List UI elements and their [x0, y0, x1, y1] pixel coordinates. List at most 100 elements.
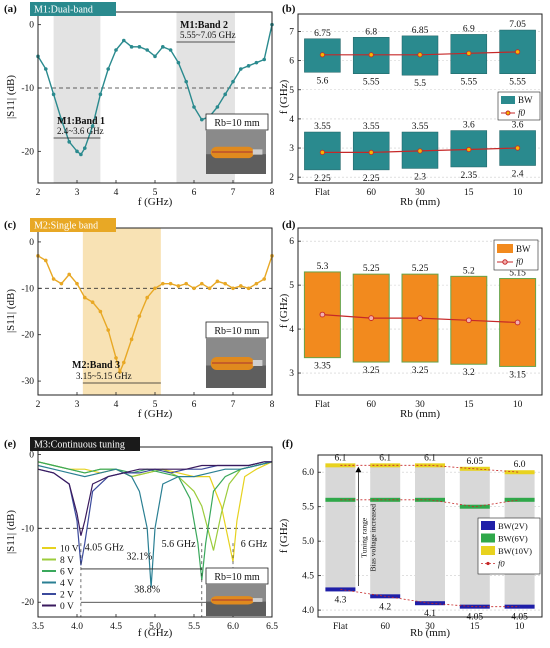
bar-upper-label: 5.25	[412, 264, 429, 274]
data-point	[67, 140, 71, 144]
data-point	[129, 337, 134, 342]
data-point	[176, 60, 181, 65]
y-tick-label: 3	[289, 144, 294, 154]
top-label: 6.1	[379, 453, 391, 463]
f0-point	[368, 315, 375, 321]
legend-label: BW	[516, 244, 531, 254]
data-point	[75, 149, 79, 154]
y-tick-label: -20	[21, 331, 34, 341]
data-point	[114, 356, 118, 360]
plot-frame	[297, 227, 543, 396]
legend-label: BW(2V)	[498, 521, 528, 531]
data-point	[192, 105, 196, 109]
range-column	[415, 465, 445, 604]
category-label: 10	[513, 188, 523, 198]
band-title: M1:Band 1	[57, 116, 105, 127]
antenna-photo	[206, 584, 266, 616]
y-tick-label: 0	[29, 238, 34, 248]
bar-lower-label: 2.3	[414, 172, 426, 182]
x-axis-label: Rb (mm)	[410, 627, 450, 639]
bar-lower-label: 3.35	[314, 362, 331, 372]
y-axis-label: |S11| (dB)	[5, 289, 17, 333]
bar-lower-label: 5.6	[316, 76, 328, 86]
x-tick-label: 6.0	[227, 622, 239, 632]
panel-badge-text: M1:Dual-band	[34, 5, 93, 16]
y-tick-label: 0	[29, 450, 34, 460]
bar-upper-label: 5.3	[316, 262, 328, 272]
antenna-connector	[252, 149, 263, 155]
data-point	[44, 258, 48, 263]
legend-label: f0	[516, 257, 524, 267]
bw-bar	[352, 37, 390, 74]
x-tick-label: 4	[114, 188, 119, 198]
bar-upper-label: 3.55	[363, 122, 380, 132]
y-tick-label: 6.0	[302, 468, 314, 478]
top-label: 6.1	[424, 453, 436, 463]
panel-badge	[30, 437, 140, 451]
y-tick-label: 7	[289, 27, 294, 37]
x-tick-label: 7	[231, 188, 236, 198]
bar-upper-label: 3.6	[463, 121, 475, 131]
bar-upper-label: 6.75	[314, 29, 331, 39]
legend-label: 2 V	[60, 591, 74, 601]
f0-point	[417, 148, 423, 154]
legend-swatch	[501, 96, 515, 104]
f0-point	[466, 146, 472, 153]
panel-label: (e)	[4, 438, 17, 450]
data-point	[51, 277, 56, 281]
peak-label: 4.05 GHz	[85, 542, 124, 553]
data-point	[98, 92, 103, 97]
category-label: 15	[464, 400, 474, 410]
legend-label: 0 V	[60, 602, 74, 612]
data-point	[153, 54, 157, 59]
f0-point	[319, 52, 325, 58]
data-point	[153, 286, 157, 291]
x-tick-label: 5.5	[188, 622, 200, 632]
data-point	[137, 45, 142, 49]
bar-lower-label: 2.25	[314, 174, 331, 184]
arrow-text: Bias voltage increased	[368, 504, 377, 572]
data-point	[51, 92, 56, 97]
x-tick-label: 5.0	[149, 622, 161, 632]
bar-lower-label: 5.5	[414, 79, 426, 89]
y-tick-label: -20	[21, 598, 34, 608]
legend-label: BW	[518, 95, 533, 105]
bar-lower-label: 3.15	[509, 370, 526, 380]
photo-floor	[206, 154, 266, 174]
panel-label: (f)	[282, 438, 293, 450]
y-tick-label: 5.5	[302, 503, 314, 513]
plot-frame	[297, 13, 543, 184]
data-point	[122, 38, 126, 43]
legend-marker	[486, 561, 490, 566]
f0-point	[368, 149, 374, 156]
data-point	[254, 281, 259, 286]
y-tick-label: -10	[21, 524, 34, 534]
data-point	[239, 67, 243, 71]
bw-6v-bar	[459, 504, 490, 509]
antenna-photo	[206, 338, 266, 388]
data-point	[192, 286, 196, 291]
band-title: M1:Band 2	[180, 20, 228, 31]
data-point	[207, 286, 212, 291]
y-axis-label: f (GHz)	[278, 518, 290, 553]
band-title: M2:Band 3	[72, 360, 120, 371]
s11-curve	[37, 461, 273, 562]
rb-label: Rb=10 mm	[214, 326, 260, 337]
data-point	[44, 67, 48, 71]
bottom-label: 4.3	[334, 595, 346, 605]
x-axis-label: Rb (mm)	[400, 196, 440, 208]
y-tick-label: 4.5	[302, 572, 314, 582]
legend-label: 6 V	[60, 568, 74, 578]
top-label: 6.0	[514, 460, 526, 470]
x-tick-label: 2	[36, 188, 41, 198]
top-label: 6.1	[334, 453, 346, 463]
bar-upper-label: 7.05	[509, 20, 526, 30]
f0-point	[514, 49, 521, 55]
bar-upper-label: 5.15	[509, 269, 526, 279]
x-tick-label: 4.0	[71, 622, 83, 632]
data-point	[176, 284, 181, 288]
data-point	[90, 124, 95, 128]
panel-badge	[30, 218, 116, 232]
category-label: Flat	[315, 400, 330, 410]
